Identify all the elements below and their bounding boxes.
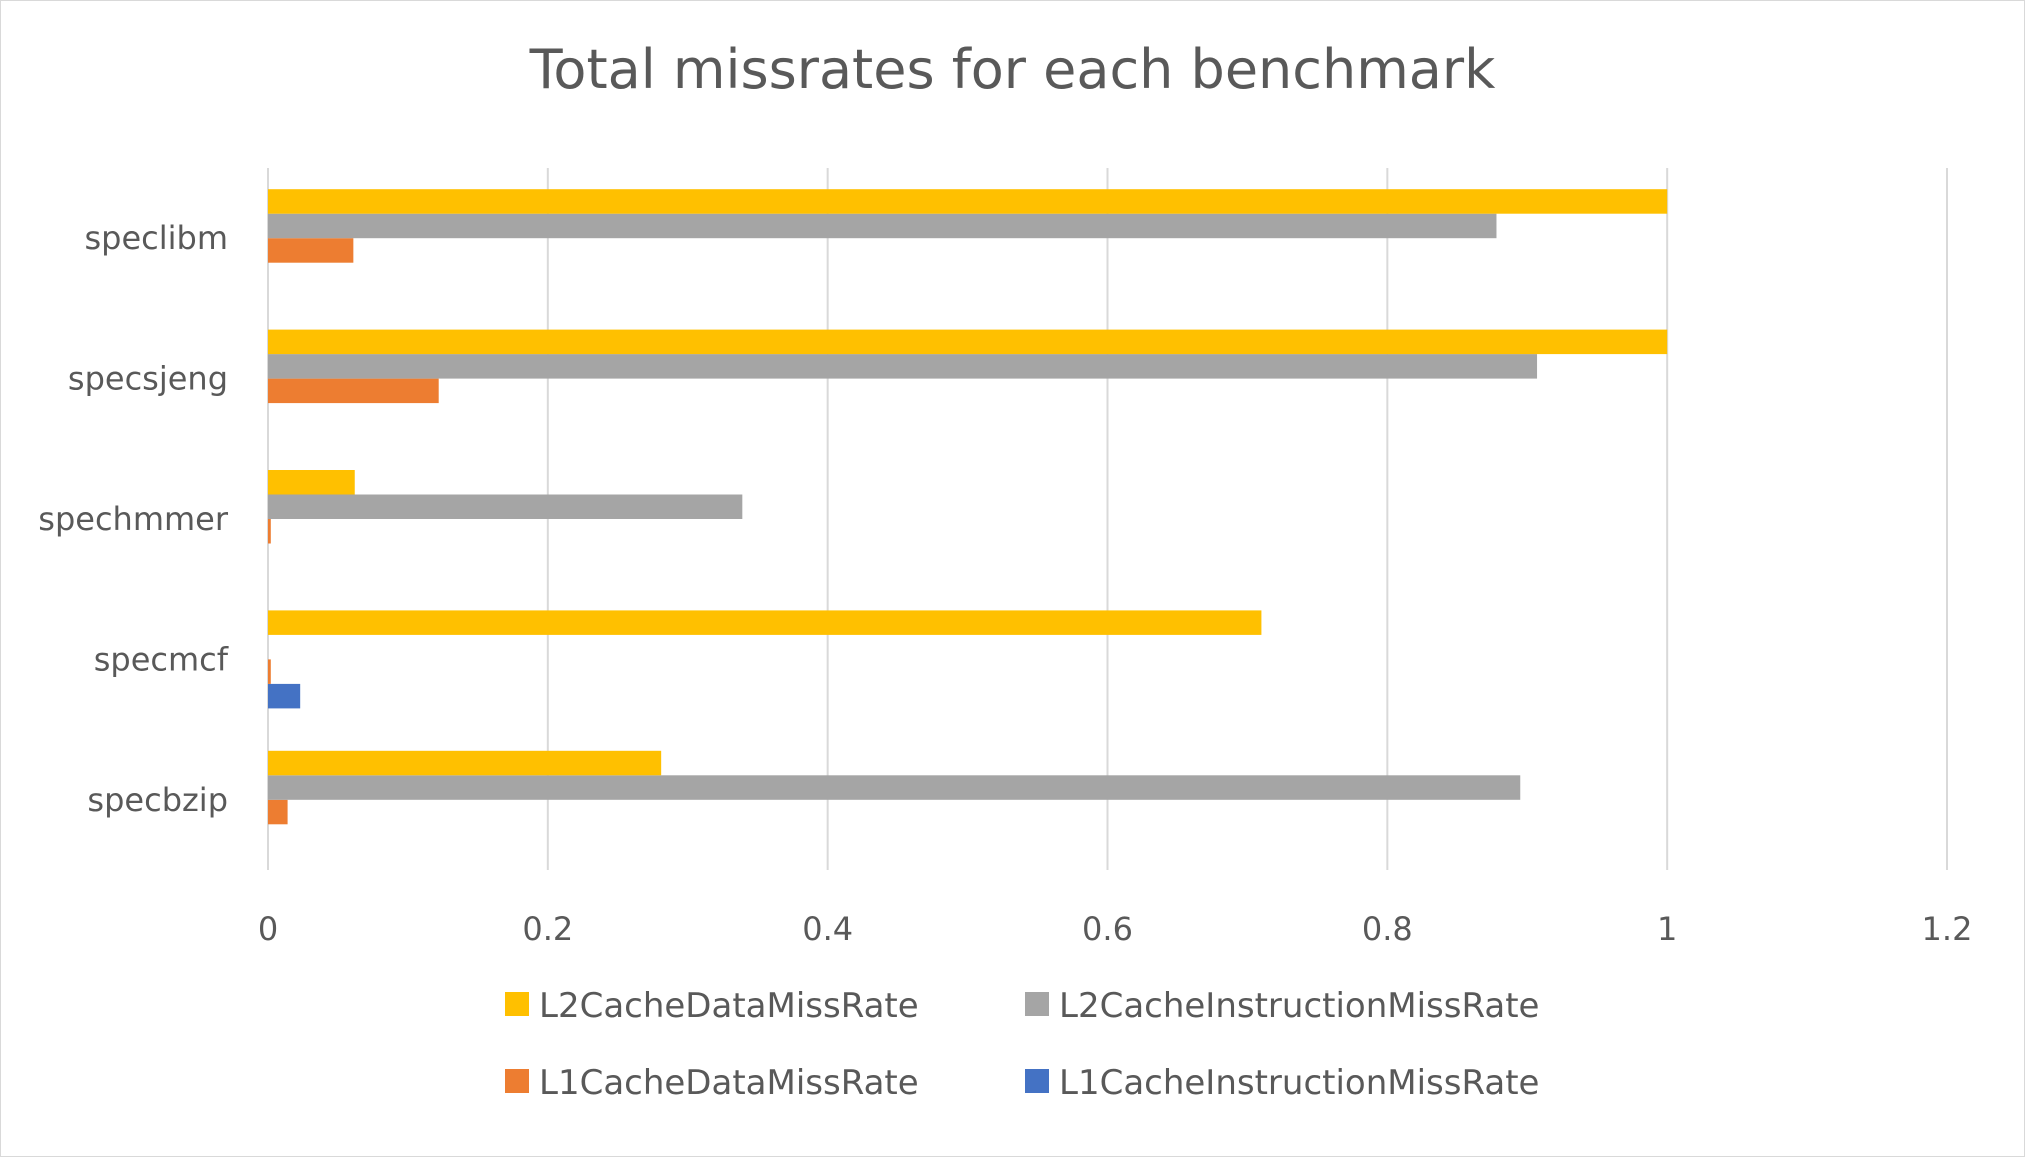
x-tick-label: 0.2 (522, 910, 573, 948)
legend-swatch (1025, 992, 1049, 1016)
bar (268, 470, 355, 495)
legend: L2CacheDataMissRate L2CacheInstructionMis… (505, 986, 1539, 1103)
x-tick-label: 1.2 (1922, 910, 1973, 948)
legend-swatch (505, 1069, 529, 1093)
bar (268, 799, 288, 825)
bar (268, 378, 439, 404)
bar (268, 329, 1668, 355)
x-tick-label: 1 (1657, 910, 1677, 948)
x-tick-labels: 0 0.2 0.4 0.6 0.8 1 1.2 (258, 910, 1973, 948)
bar (268, 750, 662, 776)
bars (268, 189, 1668, 825)
legend-swatch (1025, 1069, 1049, 1093)
category-label: specmcf (94, 640, 229, 678)
category-label: specsjeng (68, 360, 228, 398)
legend-label: L1CacheInstructionMissRate (1059, 1063, 1539, 1103)
bar (268, 213, 1497, 239)
bar (268, 519, 271, 544)
bar (268, 354, 1538, 379)
bar (268, 775, 1521, 800)
bar (268, 494, 743, 519)
category-labels: specbzip specmcf spechmmer specsjeng speclib… (38, 219, 229, 819)
bar (268, 659, 271, 684)
gridlines (267, 168, 1948, 870)
legend-label: L2CacheDataMissRate (539, 986, 919, 1026)
legend-label: L1CacheDataMissRate (539, 1063, 919, 1103)
legend-label: L2CacheInstructionMissRate (1059, 986, 1539, 1026)
bar (268, 189, 1668, 214)
x-tick-label: 0.6 (1082, 910, 1133, 948)
x-tick-label: 0 (258, 910, 278, 948)
chart-title: Total missrates for each benchmark (529, 38, 1496, 101)
bar (268, 683, 301, 709)
category-label: spechmmer (38, 500, 229, 538)
category-label: specbzip (87, 781, 228, 819)
bar (268, 238, 354, 263)
x-tick-label: 0.8 (1362, 910, 1413, 948)
bar (268, 610, 1262, 635)
category-label: speclibm (84, 219, 228, 257)
x-tick-label: 0.4 (802, 910, 853, 948)
legend-swatch (505, 992, 529, 1016)
